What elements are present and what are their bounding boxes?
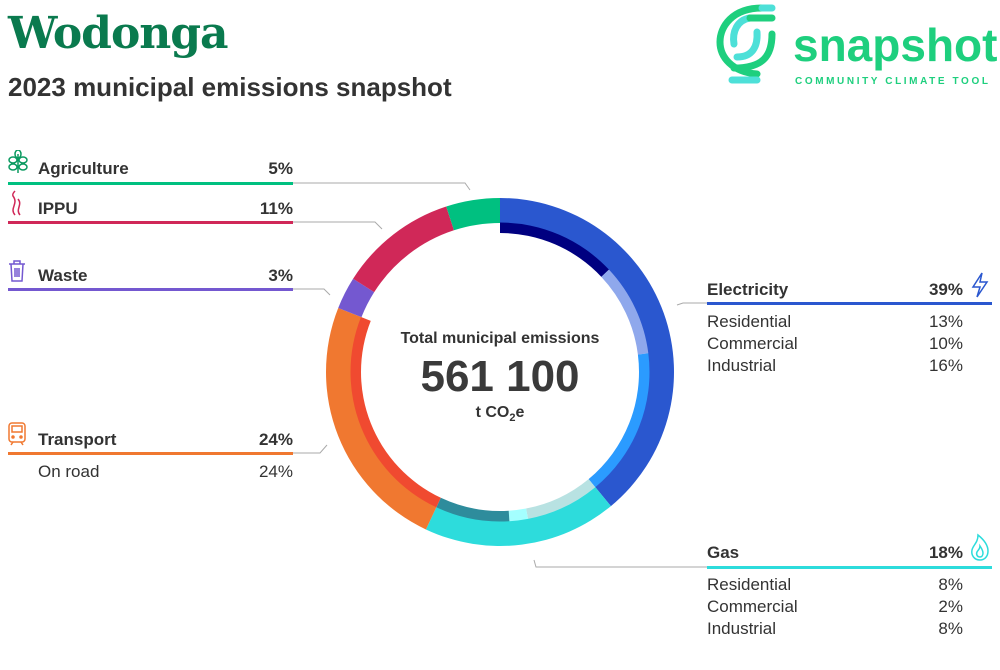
sub-percent: 8% [938, 619, 963, 638]
unit-suffix: e [515, 404, 525, 421]
legend-sub-electricity-residential: Residential 13% [707, 312, 963, 332]
leader-line-waste [293, 288, 331, 296]
donut-slice-agriculture [446, 198, 500, 231]
smoke-icon [12, 190, 21, 216]
legend-percent: 24% [258, 430, 293, 449]
legend-percent: 39% [928, 280, 963, 299]
legend-label: Electricity [707, 280, 789, 299]
donut-subslice-electricity-residential [500, 222, 609, 277]
legend-label: Waste [38, 266, 88, 285]
sub-label: Industrial [707, 619, 776, 638]
logo-tagline: COMMUNITY CLIMATE TOOL [795, 76, 991, 87]
sub-percent: 10% [928, 334, 963, 353]
unit-subscript: 2 [509, 412, 516, 425]
legend-percent: 3% [268, 266, 293, 285]
legend-percent: 5% [268, 159, 293, 178]
sub-label: Commercial [707, 597, 798, 616]
page-subtitle: 2023 municipal emissions snapshot [8, 72, 452, 102]
sub-label: Residential [707, 312, 792, 331]
train-icon [8, 422, 26, 446]
legend-ippu: IPPU 11% [38, 199, 293, 219]
legend-transport: Transport 24% [38, 430, 293, 450]
legend-bar-gas [707, 566, 992, 569]
legend-bar-agriculture [8, 182, 293, 185]
donut-slice-waste [338, 278, 375, 318]
legend-sub-transport-on-road: On road 24% [38, 462, 293, 482]
sub-percent: 24% [258, 462, 293, 481]
page-title: Wodonga [8, 8, 229, 59]
lightning-icon [971, 272, 989, 298]
leader-line-agriculture [293, 182, 471, 191]
donut-subslice-electricity-commercial [601, 269, 649, 355]
donut-subslice-electricity-industrial [588, 353, 650, 488]
sub-percent: 8% [938, 575, 963, 594]
legend-agriculture: Agriculture 5% [38, 159, 293, 179]
legend-sub-electricity-industrial: Industrial 16% [707, 356, 963, 376]
sub-percent: 2% [938, 597, 963, 616]
sub-label: Commercial [707, 334, 798, 353]
legend-label: Transport [38, 430, 117, 449]
legend-bar-waste [8, 288, 293, 291]
legend-sub-gas-residential: Residential 8% [707, 575, 963, 595]
donut-slice-gas [425, 486, 611, 546]
sub-percent: 13% [928, 312, 963, 331]
donut-subslice-transport-on-road [350, 316, 441, 508]
donut-slice-transport [326, 307, 437, 530]
legend-label: Gas [707, 543, 740, 562]
donut-slice-electricity [500, 198, 675, 507]
legend-bar-ippu [8, 221, 293, 224]
leader-line-transport [293, 444, 328, 454]
legend-label: IPPU [38, 199, 78, 218]
legend-sub-electricity-commercial: Commercial 10% [707, 334, 963, 354]
donut-subslice-gas-residential [526, 479, 596, 519]
total-value: 561 100 [420, 352, 580, 401]
legend-percent: 11% [259, 199, 293, 218]
snapshot-logo-icon [716, 4, 776, 84]
donut-subslice-gas-industrial [436, 497, 510, 522]
legend-electricity: Electricity 39% [707, 280, 963, 300]
sub-percent: 16% [928, 356, 963, 375]
flame-icon [971, 533, 989, 561]
donut-slice-ippu [353, 206, 454, 293]
legend-bar-electricity [707, 302, 992, 305]
legend-gas: Gas 18% [707, 543, 963, 563]
legend-label: Agriculture [38, 159, 129, 178]
logo-wordmark: snapshot [793, 19, 998, 71]
legend-sub-gas-commercial: Commercial 2% [707, 597, 963, 617]
bin-icon [9, 260, 25, 282]
donut-subslice-gas-commercial [508, 508, 529, 522]
legend-waste: Waste 3% [38, 266, 293, 286]
sub-label: Residential [707, 575, 792, 594]
legend-bar-transport [8, 452, 293, 455]
leader-line-ippu [293, 221, 383, 230]
total-unit: t CO2e [380, 404, 620, 424]
leader-line-electricity [676, 302, 707, 306]
unit-prefix: t CO [475, 404, 510, 421]
leader-lines [293, 182, 707, 568]
total-label: Total municipal emissions [400, 330, 600, 347]
wheat-icon [8, 150, 28, 173]
legend-sub-gas-industrial: Industrial 8% [707, 619, 963, 639]
sub-label: Industrial [707, 356, 776, 375]
leader-line-gas [533, 559, 707, 568]
sub-label: On road [38, 462, 100, 481]
legend-percent: 18% [928, 543, 963, 562]
